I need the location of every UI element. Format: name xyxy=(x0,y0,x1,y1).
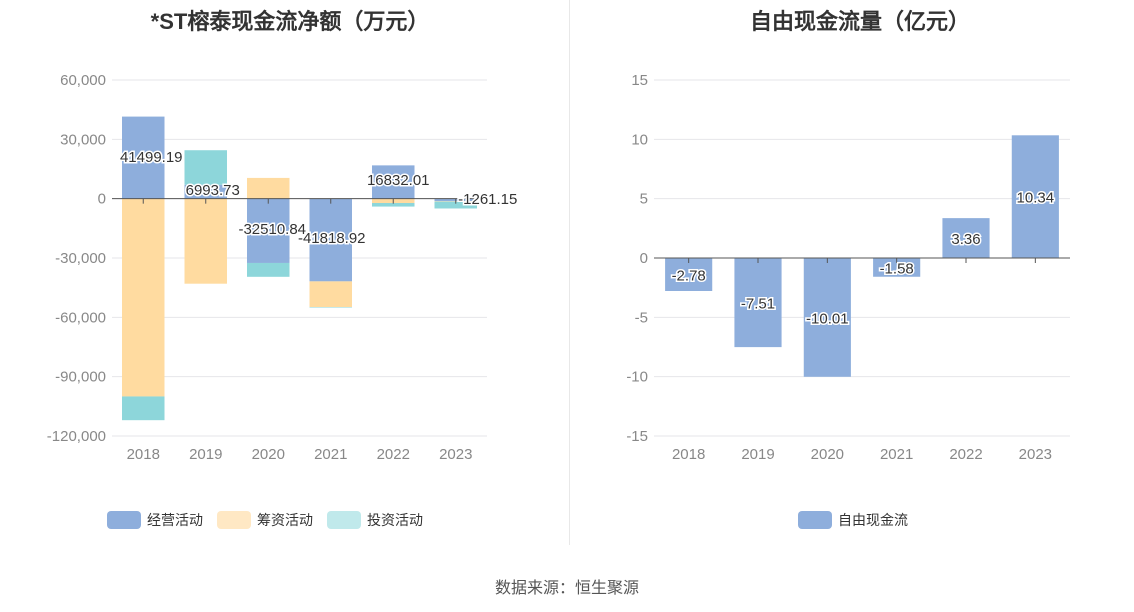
data-label: -10.01 xyxy=(806,310,849,327)
y-tick-label: 0 xyxy=(98,191,106,208)
bar-2023-series-0 xyxy=(1011,135,1059,258)
data-label: -32510.84 xyxy=(238,221,306,238)
left-legend: 经营活动 筹资活动 投资活动 xyxy=(107,510,423,530)
bar-2018-series-0 xyxy=(122,116,165,199)
data-label: 3.36 xyxy=(951,231,980,248)
bar-2020-series-1 xyxy=(247,177,290,199)
right-legend: 自由现金流 xyxy=(798,510,908,530)
data-label: -41818.92 xyxy=(298,230,366,247)
x-tick-label: 2018 xyxy=(672,446,705,463)
x-tick-label: 2020 xyxy=(252,446,285,463)
x-tick-label: 2021 xyxy=(314,446,347,463)
legend-swatch-investing xyxy=(327,511,361,529)
data-label: -1261.15 xyxy=(458,191,517,208)
bar-2019-series-0 xyxy=(734,258,782,348)
y-tick-label: -10 xyxy=(626,369,648,386)
x-tick-label: 2021 xyxy=(880,446,913,463)
bar-2019-series-1 xyxy=(184,198,227,284)
legend-label-operating: 经营活动 xyxy=(147,512,203,528)
bar-2019-series-2 xyxy=(184,150,227,185)
y-tick-label: 5 xyxy=(640,191,648,208)
bar-2021-series-2 xyxy=(309,307,352,308)
data-source: 数据来源：恒生聚源 xyxy=(494,580,639,597)
free-cash-flow-chart: 15 10 5 0 -5 -10 -15 2018 2019 2020 2021 2022 2023 -2… xyxy=(626,72,1070,463)
bar-2019-series-0 xyxy=(184,184,227,199)
y-tick-label: -120,000 xyxy=(47,428,106,445)
y-tick-label: 15 xyxy=(631,72,648,89)
y-tick-label: 0 xyxy=(640,250,648,267)
y-tick-label: -90,000 xyxy=(55,369,106,386)
bar-2020-series-0 xyxy=(247,198,290,263)
bar-2022-series-0 xyxy=(372,165,415,199)
legend-item-investing[interactable]: 投资活动 xyxy=(327,510,423,530)
bar-2022-series-0 xyxy=(942,218,990,258)
x-tick-label: 2020 xyxy=(811,446,844,463)
x-tick-label: 2023 xyxy=(1019,446,1052,463)
bar-2021-series-0 xyxy=(873,258,921,277)
y-tick-label: 60,000 xyxy=(60,72,106,89)
legend-swatch-financing xyxy=(217,511,251,529)
cash-flow-chart: 60,000 30,000 0 -30,000 -60,000 -90,000 -120,0… xyxy=(47,72,519,463)
y-tick-label: 30,000 xyxy=(60,131,106,148)
bar-2023-series-2 xyxy=(434,201,477,209)
bar-2020-series-2 xyxy=(247,262,290,277)
legend-item-operating[interactable]: 经营活动 xyxy=(107,510,203,530)
bar-2020-series-0 xyxy=(803,258,851,377)
bar-2021-series-1 xyxy=(309,281,352,308)
y-tick-label: -30,000 xyxy=(55,250,106,267)
data-label: 10.34 xyxy=(1017,190,1055,207)
x-tick-label: 2019 xyxy=(741,446,774,463)
bar-2018-series-0 xyxy=(665,258,713,291)
data-label: -7.51 xyxy=(741,296,775,313)
x-tick-label: 2019 xyxy=(189,446,222,463)
chart-divider xyxy=(569,0,570,545)
legend-label-investing: 投资活动 xyxy=(367,512,423,528)
y-tick-label: 10 xyxy=(631,131,648,148)
bar-2022-series-2 xyxy=(372,203,415,207)
y-tick-label: -15 xyxy=(626,428,648,445)
legend-item-free-cash-flow[interactable]: 自由现金流 xyxy=(798,510,908,530)
legend-label-free-cash-flow: 自由现金流 xyxy=(838,512,908,528)
bar-2018-series-2 xyxy=(122,396,165,421)
data-label: 41499.19 xyxy=(120,149,183,166)
bar-2021-series-0 xyxy=(309,198,352,282)
legend-item-financing[interactable]: 筹资活动 xyxy=(217,510,313,530)
legend-swatch-operating xyxy=(107,511,141,529)
x-tick-label: 2018 xyxy=(127,446,160,463)
y-tick-label: -5 xyxy=(635,309,648,326)
data-label: 6993.73 xyxy=(186,182,240,199)
x-tick-label: 2022 xyxy=(949,446,982,463)
data-label: 16832.01 xyxy=(367,172,430,189)
bar-2018-series-1 xyxy=(122,198,165,397)
legend-swatch-free-cash-flow xyxy=(798,511,832,529)
x-tick-label: 2023 xyxy=(439,446,472,463)
data-label: -2.78 xyxy=(672,267,706,284)
left-chart-title: *ST榕泰现金流净额（万元） xyxy=(150,9,430,34)
right-chart-title: 自由现金流量（亿元） xyxy=(749,9,970,34)
data-label: -1.58 xyxy=(880,260,914,277)
x-tick-label: 2022 xyxy=(377,446,410,463)
y-tick-label: -60,000 xyxy=(55,309,106,326)
legend-label-financing: 筹资活动 xyxy=(257,512,313,528)
